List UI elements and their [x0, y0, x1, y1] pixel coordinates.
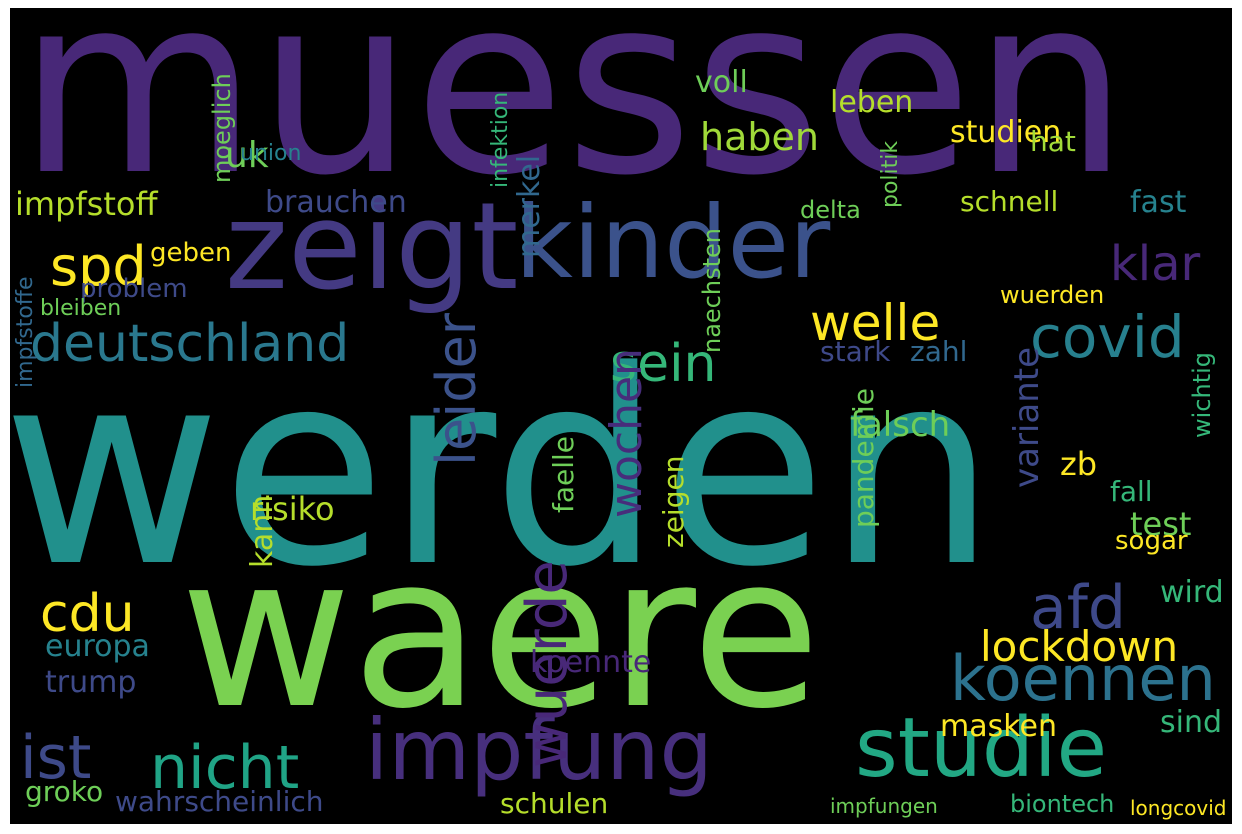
- word-test: test: [1130, 505, 1192, 543]
- word-zeigen: zeigen: [657, 455, 690, 548]
- word-waere: waere: [180, 510, 821, 755]
- word-werden: werden: [10, 314, 997, 626]
- word-biontech: biontech: [1010, 790, 1115, 818]
- word-koennen: koennen: [950, 642, 1216, 715]
- word-sind: sind: [1160, 705, 1223, 740]
- word-cdu: cdu: [40, 584, 135, 644]
- word-afd: afd: [1030, 573, 1126, 643]
- word-leider: leider: [425, 313, 488, 466]
- word-geben: geben: [150, 238, 232, 268]
- word-hat: hat: [1030, 125, 1076, 158]
- word-kann: kann: [245, 494, 280, 568]
- word-wochen: wochen: [601, 348, 652, 518]
- word-wuerden: wuerden: [1000, 281, 1105, 309]
- word-zb: zb: [1060, 445, 1098, 483]
- word-impfstoff: impfstoff: [15, 185, 158, 223]
- word-welle: welle: [810, 294, 941, 352]
- word-sein: sein: [610, 334, 717, 394]
- word-studien: studien: [950, 115, 1062, 150]
- word-impfung: impfung: [365, 701, 713, 799]
- word-europa: europa: [45, 629, 150, 664]
- word-klar: klar: [1110, 236, 1201, 292]
- word-sogar: sogar: [1115, 526, 1188, 556]
- word-nicht: nicht: [150, 733, 300, 803]
- word-wichtig: wichtig: [1188, 351, 1216, 438]
- word-koennte: koennte: [530, 645, 652, 680]
- word-infektion: infektion: [488, 91, 513, 188]
- word-muessen: muessen: [18, 8, 1129, 230]
- word-voll: voll: [695, 65, 748, 100]
- word-leben: leben: [830, 85, 914, 120]
- word-fall: fall: [1110, 475, 1153, 508]
- word-zeigt: zeigt: [225, 178, 519, 317]
- word-longcovid: longcovid: [1130, 796, 1227, 820]
- word-risiko: risiko: [250, 490, 335, 528]
- word-zahl: zahl: [910, 335, 968, 368]
- word-deutschland: deutschland: [30, 314, 350, 374]
- word-spd: spd: [50, 235, 147, 298]
- word-variante: variante: [1007, 346, 1047, 488]
- word-naechsten: naechsten: [698, 228, 726, 353]
- word-falsch: falsch: [850, 405, 951, 445]
- word-brauchen: brauchen: [265, 185, 407, 220]
- word-trump: trump: [45, 665, 137, 700]
- word-bleiben: bleiben: [40, 296, 122, 321]
- word-kinder: kinder: [515, 184, 831, 301]
- word-impfungen: impfungen: [830, 794, 938, 818]
- word-wahrscheinlich: wahrscheinlich: [115, 785, 324, 818]
- word-haben: haben: [700, 115, 819, 159]
- word-lockdown: lockdown: [980, 622, 1179, 671]
- word-uk: uk: [225, 135, 269, 176]
- word-stark: stark: [820, 335, 891, 368]
- word-impfstoffe: impfstoffe: [13, 276, 38, 389]
- word-pandemie: pandemie: [847, 388, 880, 528]
- word-cloud-canvas: muessen werden waere zeigt kinder impfun…: [10, 8, 1232, 824]
- word-moeglich: moeglich: [208, 73, 236, 183]
- word-schulen: schulen: [500, 787, 609, 820]
- word-wird: wird: [1160, 575, 1224, 610]
- word-covid: covid: [1030, 303, 1185, 371]
- word-studie: studie: [855, 701, 1108, 796]
- word-schnell: schnell: [960, 185, 1059, 218]
- word-fast: fast: [1130, 185, 1187, 220]
- word-ist: ist: [20, 723, 92, 793]
- word-merkel: merkel: [512, 154, 547, 258]
- word-politik: politik: [878, 140, 903, 208]
- word-delta: delta: [800, 196, 861, 224]
- word-problem: problem: [80, 274, 188, 304]
- word-masken: masken: [940, 709, 1058, 744]
- word-union: union: [240, 141, 302, 166]
- word-faelle: faelle: [547, 435, 580, 513]
- word-groko: groko: [25, 775, 104, 808]
